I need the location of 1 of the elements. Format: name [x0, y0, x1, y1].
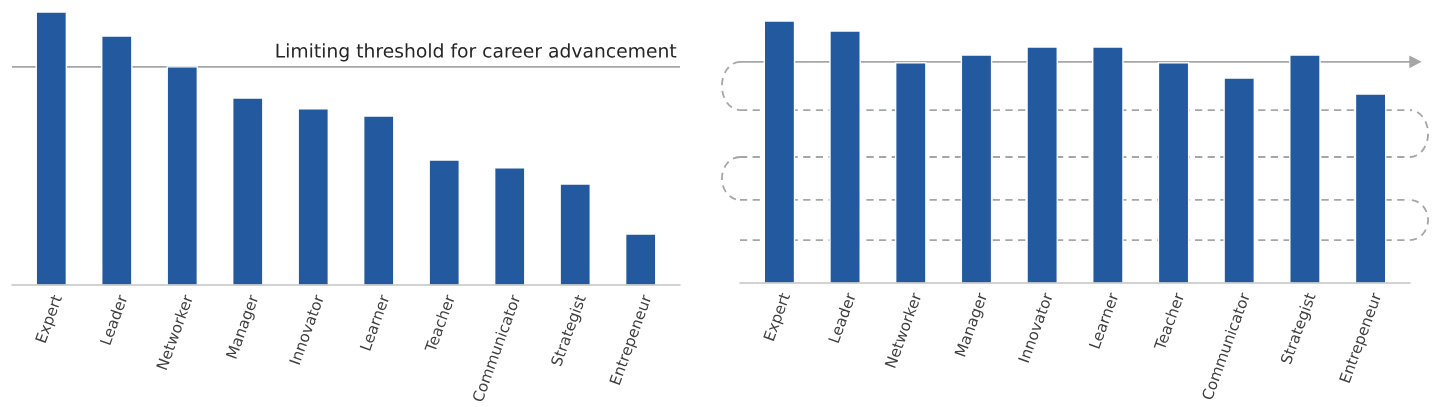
ref-line-label: Limiting threshold for career advancement: [276, 43, 677, 62]
